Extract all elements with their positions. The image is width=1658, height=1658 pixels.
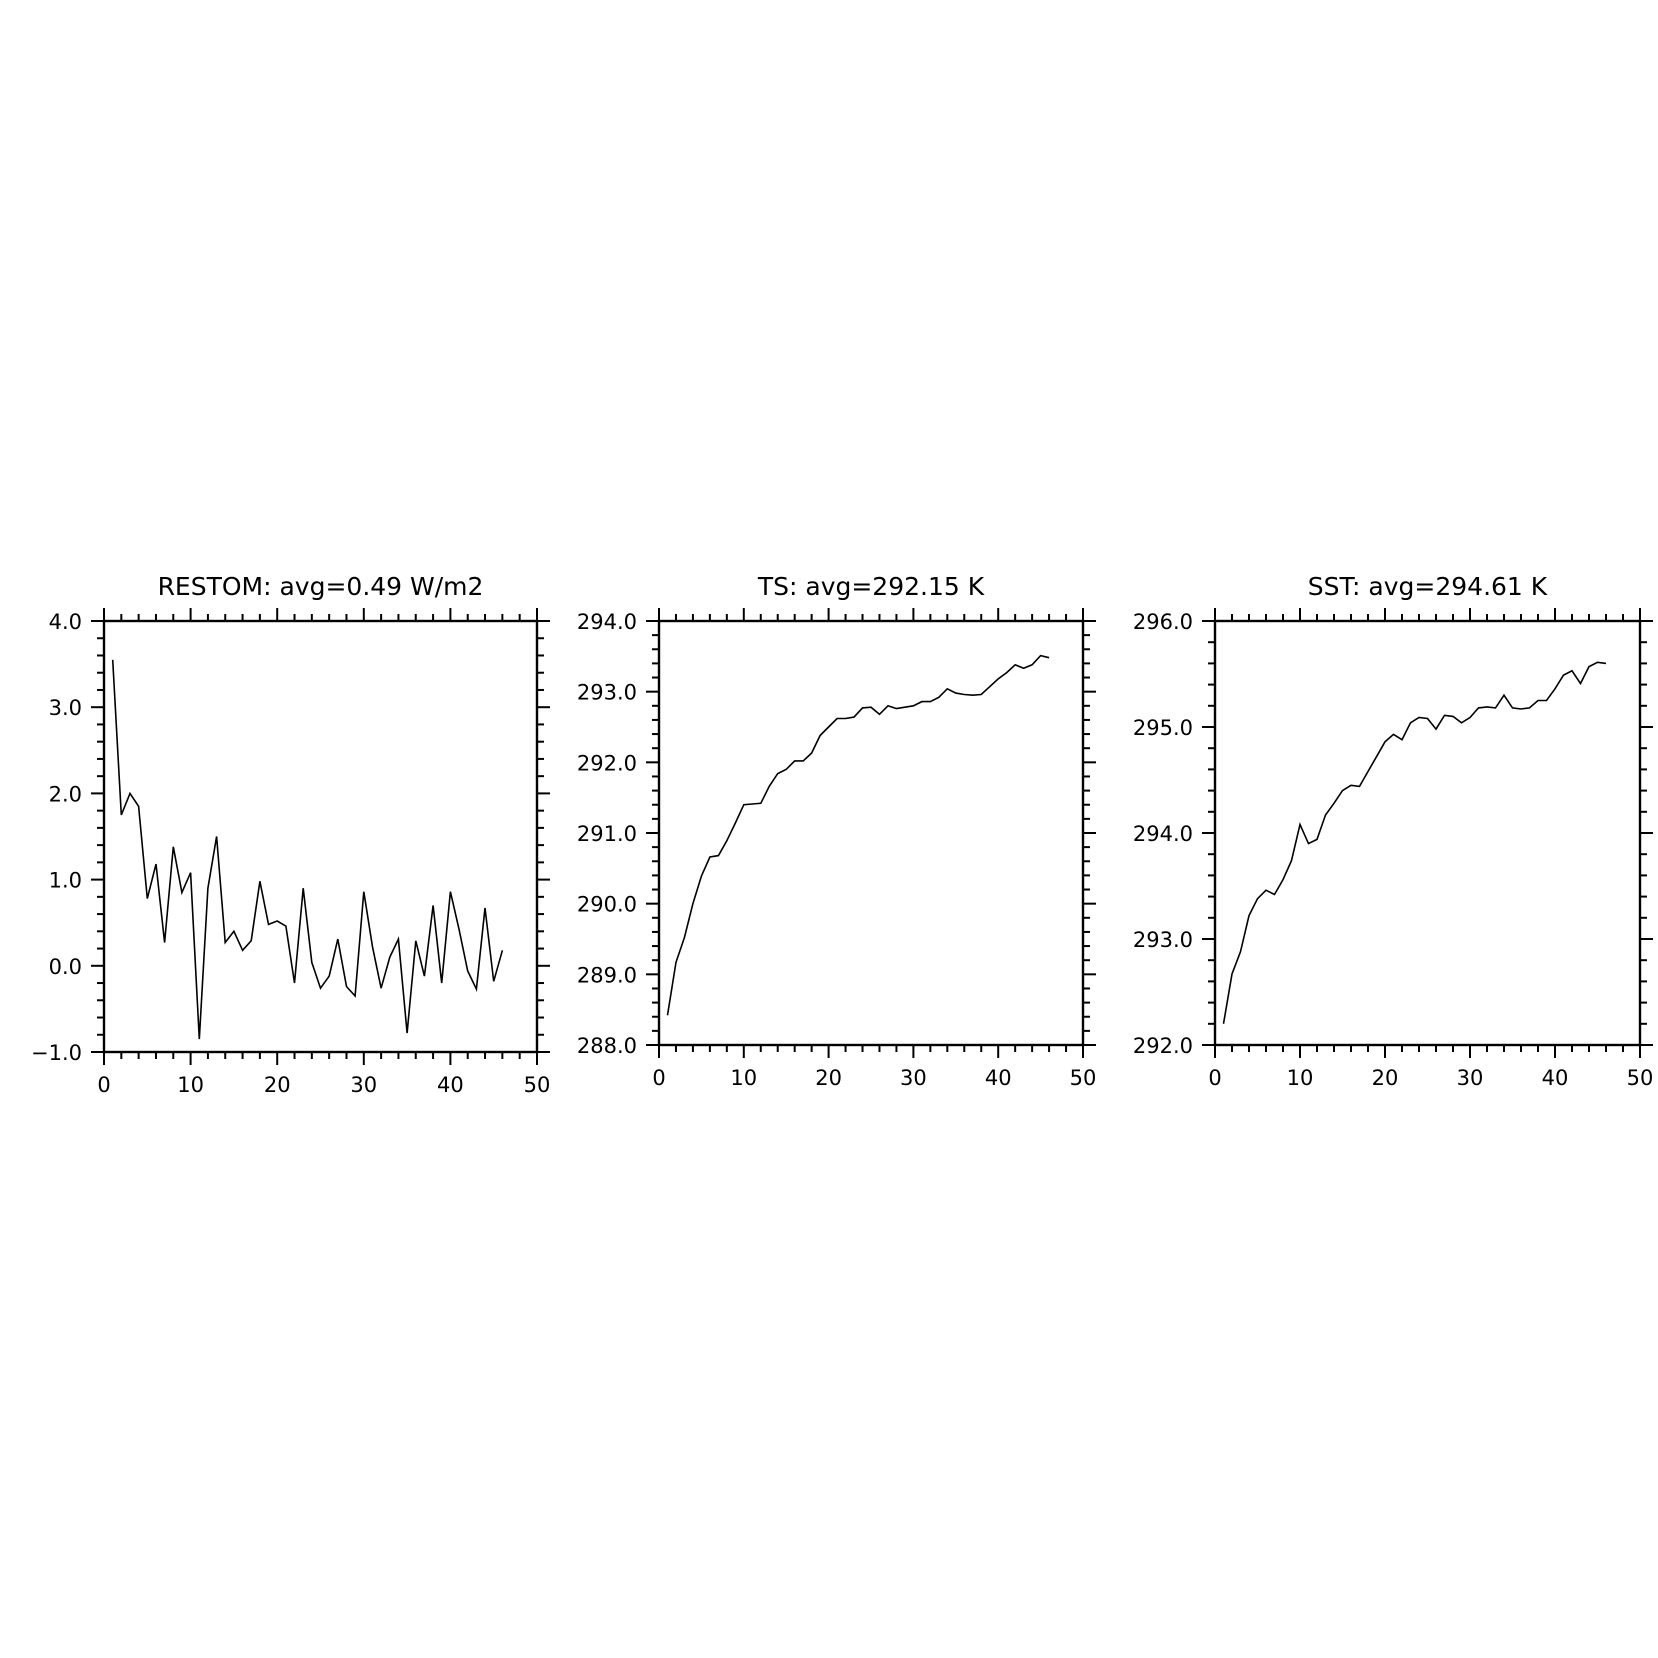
ts-ytick-label: 293.0: [577, 681, 637, 705]
panel-sst: SST: avg=294.61 K 0 10 20 30 40 50 292.0 293.0 29…: [1133, 572, 1653, 1090]
sst-xtick-label: 10: [1287, 1066, 1314, 1090]
sst-xtick-label: 0: [1208, 1066, 1221, 1090]
panel-ts: TS: avg=292.15 K 0 10 20 30 40 50 288.0 289.0 290…: [577, 572, 1096, 1090]
sst-ytick-label: 296.0: [1133, 610, 1193, 634]
sst-plot-frame: [1213, 619, 1642, 1047]
sst-ytick-label: 294.0: [1133, 822, 1193, 846]
ts-xtick-label: 20: [815, 1066, 842, 1090]
panel-restom: RESTOM: avg=0.49 W/m2 0 10 20 30 40 50 −1.0 0.0 1…: [31, 572, 550, 1097]
ts-ytick-label: 291.0: [577, 822, 637, 846]
ts-xtick-label: 30: [900, 1066, 927, 1090]
ts-xtick-label: 0: [652, 1066, 665, 1090]
restom-xtick-label: 40: [437, 1073, 464, 1097]
sst-chart-title: SST: avg=294.61 K: [1308, 572, 1548, 601]
restom-chart-title: RESTOM: avg=0.49 W/m2: [158, 572, 484, 601]
sst-ytick-label: 295.0: [1133, 716, 1193, 740]
ts-ytick-label: 288.0: [577, 1034, 637, 1058]
restom-ytick-label: 1.0: [49, 869, 82, 893]
sst-xtick-label: 50: [1627, 1066, 1654, 1090]
restom-xtick-label: 50: [524, 1073, 551, 1097]
ts-ytick-label: 289.0: [577, 963, 637, 987]
ts-ytick-label: 294.0: [577, 610, 637, 634]
ts-xtick-label: 10: [730, 1066, 757, 1090]
restom-xtick-label: 10: [177, 1073, 204, 1097]
restom-xtick-label: 30: [350, 1073, 377, 1097]
ts-xtick-label: 40: [985, 1066, 1012, 1090]
restom-series-line: [111, 659, 504, 1040]
sst-series-line: [1222, 661, 1607, 1024]
ts-plot-frame: [657, 619, 1085, 1047]
sst-xtick-label: 30: [1457, 1066, 1484, 1090]
ts-chart-title: TS: avg=292.15 K: [757, 572, 985, 601]
ts-series-line: [666, 654, 1050, 1016]
restom-plot-frame: [102, 619, 539, 1054]
ts-ytick-label: 292.0: [577, 751, 637, 775]
sst-xtick-label: 20: [1372, 1066, 1399, 1090]
restom-ytick-label: 0.0: [49, 955, 82, 979]
sst-ytick-label: 292.0: [1133, 1034, 1193, 1058]
restom-ytick-label: 2.0: [49, 782, 82, 806]
restom-xtick-label: 0: [97, 1073, 110, 1097]
ts-xtick-label: 50: [1070, 1066, 1097, 1090]
sst-xtick-label: 40: [1542, 1066, 1569, 1090]
ts-ytick-label: 290.0: [577, 893, 637, 917]
restom-xtick-label: 20: [264, 1073, 291, 1097]
sst-ytick-label: 293.0: [1133, 928, 1193, 952]
restom-ytick-label: 3.0: [49, 696, 82, 720]
restom-ytick-label: 4.0: [49, 610, 82, 634]
restom-ytick-label: −1.0: [31, 1041, 82, 1065]
